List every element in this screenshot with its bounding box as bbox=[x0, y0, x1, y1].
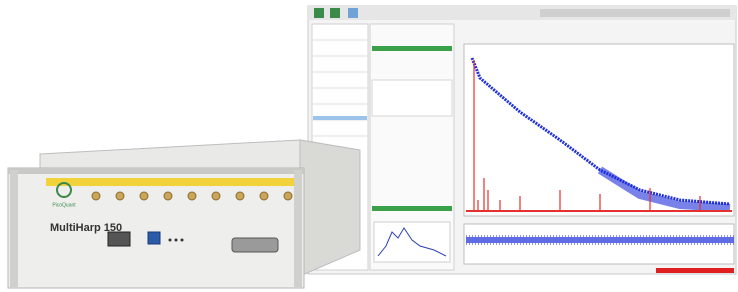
software-window bbox=[308, 6, 736, 274]
device: PicoQuant MultiHarp 150 bbox=[8, 140, 360, 288]
brand-label: PicoQuant bbox=[52, 202, 76, 208]
product-image: PicoQuant MultiHarp 150 bbox=[0, 0, 738, 292]
page: PicoQuant MultiHarp 150 (() => { const d… bbox=[0, 0, 738, 292]
